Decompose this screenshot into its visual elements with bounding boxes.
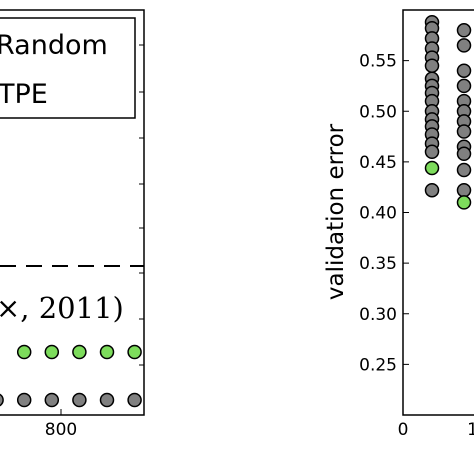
data-point-gray xyxy=(456,124,472,139)
data-point-gray xyxy=(456,182,472,198)
y-tick-label: 0.30 xyxy=(359,305,397,325)
left-plot-frame xyxy=(0,9,145,416)
data-point-random xyxy=(0,393,4,407)
y-tick-label: 0.35 xyxy=(359,254,397,274)
left-right-ticks xyxy=(139,44,144,366)
y-tick-label: 0.40 xyxy=(359,204,397,224)
x-tick-label: 0 xyxy=(398,420,409,440)
data-point-gray xyxy=(456,162,472,178)
x-tick-label: 10 xyxy=(467,420,474,440)
data-point-random xyxy=(99,392,115,408)
data-point-tpe xyxy=(127,344,142,360)
legend-label-random: Random xyxy=(0,30,108,61)
data-point-green xyxy=(456,195,472,210)
data-point-tpe xyxy=(99,344,115,360)
data-point-green xyxy=(424,160,440,176)
right-x-ticks: 0 10 xyxy=(398,409,474,440)
data-point-random xyxy=(72,392,87,408)
legend-box xyxy=(0,17,136,119)
legend-label-tpe: TPE xyxy=(0,79,48,110)
y-tick-label: 0.45 xyxy=(359,153,397,173)
data-point-gray xyxy=(456,146,472,162)
right-panel: 0.25 0.30 0.35 0.40 0.45 0.50 0.55 0 10 validat… xyxy=(323,9,474,440)
right-points xyxy=(424,14,472,210)
data-point-gray xyxy=(456,78,472,94)
data-point-gray xyxy=(456,63,472,78)
y-tick-label: 0.55 xyxy=(359,52,397,72)
data-point-gray xyxy=(424,144,440,160)
y-tick-label: 0.50 xyxy=(359,102,397,122)
y-axis-title: validation error xyxy=(323,123,349,300)
left-points xyxy=(0,344,142,408)
y-tick-label: 0.25 xyxy=(359,355,397,375)
data-point-random xyxy=(16,392,32,408)
data-point-gray xyxy=(424,58,440,73)
annotation-citation: ×, 2011) xyxy=(0,291,124,325)
data-point-tpe xyxy=(16,344,32,360)
data-point-gray xyxy=(456,38,472,53)
data-point-random xyxy=(127,392,142,408)
data-point-gray xyxy=(424,182,440,198)
left-x-tick-label: 800 xyxy=(45,420,77,440)
data-point-tpe xyxy=(44,344,60,360)
data-point-random xyxy=(44,392,60,408)
right-y-ticks: 0.25 0.30 0.35 0.40 0.45 0.50 0.55 xyxy=(359,52,409,375)
data-point-gray xyxy=(456,23,472,38)
data-point-tpe xyxy=(72,344,87,360)
left-panel: 800 Random TPE ×, 2011) xyxy=(0,9,145,440)
